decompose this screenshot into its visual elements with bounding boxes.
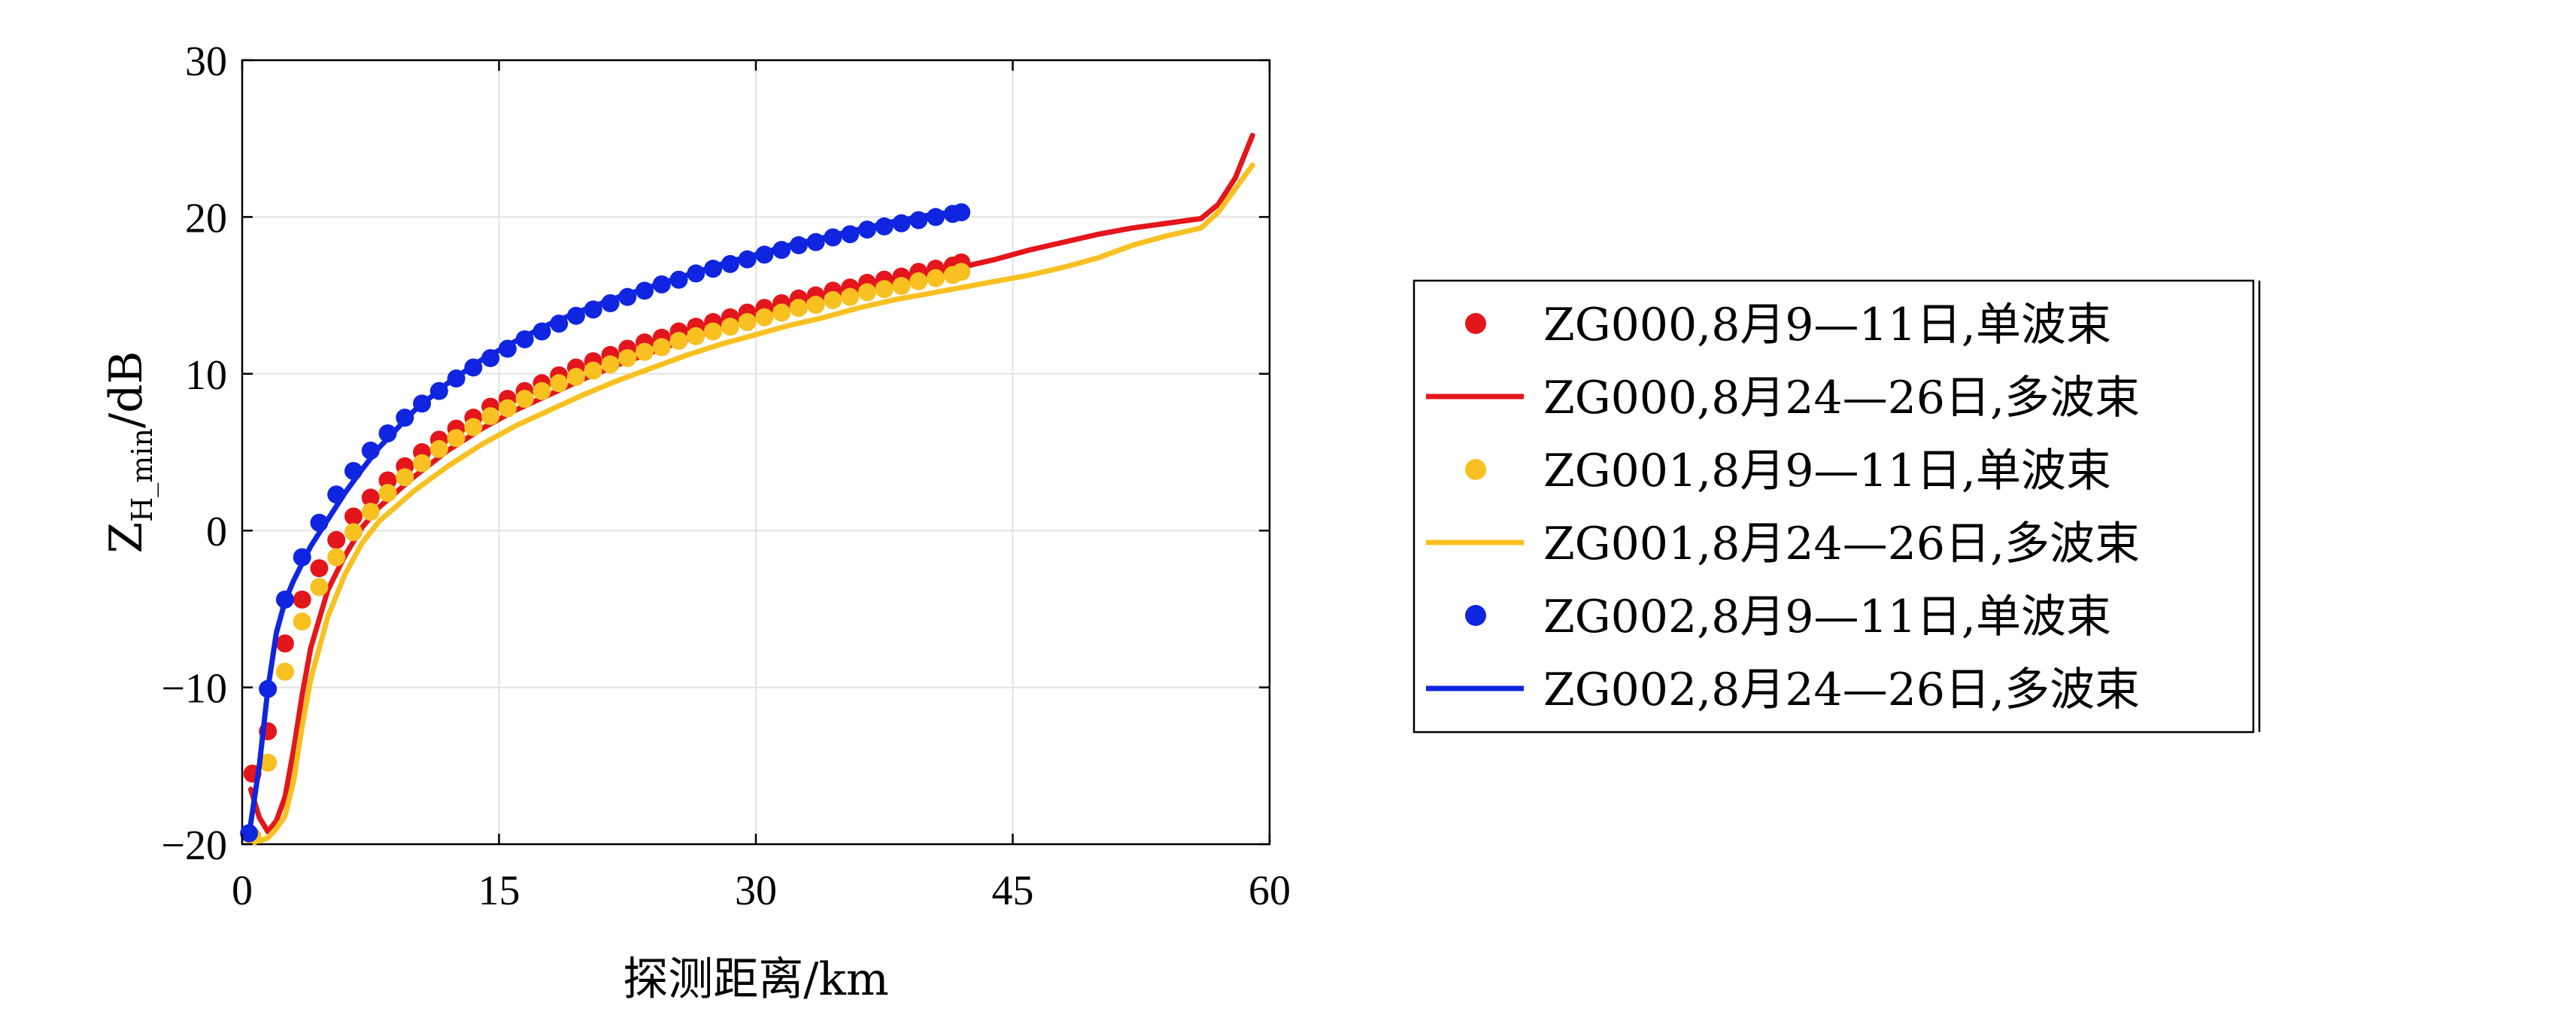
data-point	[275, 634, 294, 653]
data-point	[755, 308, 774, 327]
data-point	[601, 355, 620, 374]
data-point	[550, 374, 569, 393]
legend-item: ZG002,8月24—26日,多波束	[1426, 664, 2140, 716]
y-axis-label-main: Z	[100, 522, 153, 554]
y-axis-label: ZH_min/dB	[100, 351, 159, 553]
data-point	[857, 283, 876, 302]
data-point	[310, 578, 329, 597]
legend-label: ZG001,8月9—11日,单波束	[1543, 445, 2111, 497]
legend-dot-swatch	[1465, 313, 1486, 334]
data-point	[566, 367, 585, 386]
y-tick-label: 20	[185, 195, 227, 242]
data-point	[789, 299, 808, 318]
legend-dot-swatch	[1465, 605, 1486, 626]
data-point	[636, 342, 654, 361]
y-axis-label-unit: /dB	[100, 351, 153, 428]
legend-label: ZG000,8月24—26日,多波束	[1543, 372, 2140, 424]
x-tick-label: 15	[478, 868, 520, 914]
legend-item: ZG001,8月24—26日,多波束	[1426, 518, 2140, 570]
series-line	[247, 163, 1255, 844]
legend-label: ZG000,8月9—11日,单波束	[1543, 299, 2111, 351]
data-point	[738, 313, 757, 332]
x-tick-label: 0	[232, 868, 253, 914]
legend-label: ZG001,8月24—26日,多波束	[1543, 518, 2140, 570]
data-point	[275, 662, 294, 681]
y-tick-label: 0	[206, 509, 227, 555]
data-point	[481, 407, 500, 426]
data-point	[310, 559, 329, 578]
data-point	[652, 338, 671, 357]
data-point	[892, 277, 911, 296]
legend: ZG000,8月9—11日,单波束 ZG000,8月24—26日,多波束 ZG001…	[1412, 279, 2261, 734]
data-point	[378, 471, 397, 490]
plot-area	[240, 132, 1255, 846]
legend-item: ZG000,8月24—26日,多波束	[1426, 372, 2140, 424]
grid-lines	[241, 59, 1270, 845]
data-point	[344, 523, 363, 542]
data-point	[413, 454, 432, 473]
data-point	[704, 322, 723, 341]
series-0	[243, 253, 971, 783]
data-point	[361, 503, 380, 521]
x-tick-label: 60	[1249, 868, 1291, 914]
data-point	[293, 612, 311, 631]
series-3	[247, 163, 1255, 844]
y-tick-label: −20	[161, 822, 227, 869]
data-point	[378, 484, 397, 503]
x-axis-label: 探测距离/km	[623, 953, 888, 1006]
x-axis-ticks: 0 15 30 45 60	[232, 60, 1291, 914]
data-point	[378, 424, 397, 442]
data-point	[344, 507, 363, 526]
data-point	[447, 429, 466, 448]
y-axis-ticks: −20 −10 0 10 20 30	[161, 38, 1270, 869]
y-axis-label-subscript: H_min	[126, 428, 159, 522]
data-point	[361, 488, 380, 507]
x-tick-label: 45	[992, 868, 1034, 914]
data-point	[909, 272, 928, 290]
x-tick-label: 30	[735, 868, 777, 914]
data-point	[669, 332, 688, 351]
data-point	[841, 287, 860, 306]
data-point	[293, 590, 311, 609]
series-line	[246, 208, 964, 837]
data-point	[259, 753, 278, 772]
series-2	[243, 263, 971, 846]
data-point	[515, 390, 534, 409]
series-5	[246, 208, 964, 837]
data-point	[584, 361, 602, 380]
data-point	[875, 280, 894, 299]
data-point	[721, 318, 739, 336]
legend-item: ZG002,8月9—11日,单波束	[1465, 591, 2111, 643]
data-point	[429, 439, 448, 458]
legend-item: ZG000,8月9—11日,单波束	[1465, 299, 2111, 351]
y-tick-label: −10	[161, 666, 227, 713]
data-point	[327, 548, 346, 567]
legend-label: ZG002,8月9—11日,单波束	[1543, 591, 2111, 643]
data-point	[532, 381, 551, 400]
data-point	[772, 303, 791, 322]
data-point	[806, 296, 825, 315]
data-point	[687, 327, 705, 345]
data-point	[464, 418, 483, 436]
y-tick-label: 10	[185, 352, 227, 399]
legend-dot-swatch	[1465, 459, 1486, 480]
y-tick-label: 30	[185, 38, 227, 85]
data-point	[396, 468, 414, 487]
data-point	[498, 399, 517, 418]
legend-item: ZG001,8月9—11日,单波束	[1465, 445, 2111, 497]
legend-label: ZG002,8月24—26日,多波束	[1543, 664, 2140, 716]
data-point	[618, 348, 637, 367]
data-point	[927, 269, 945, 287]
data-point	[824, 290, 842, 309]
legend-box	[1412, 279, 2255, 734]
data-point	[327, 530, 346, 549]
data-point	[952, 263, 971, 281]
